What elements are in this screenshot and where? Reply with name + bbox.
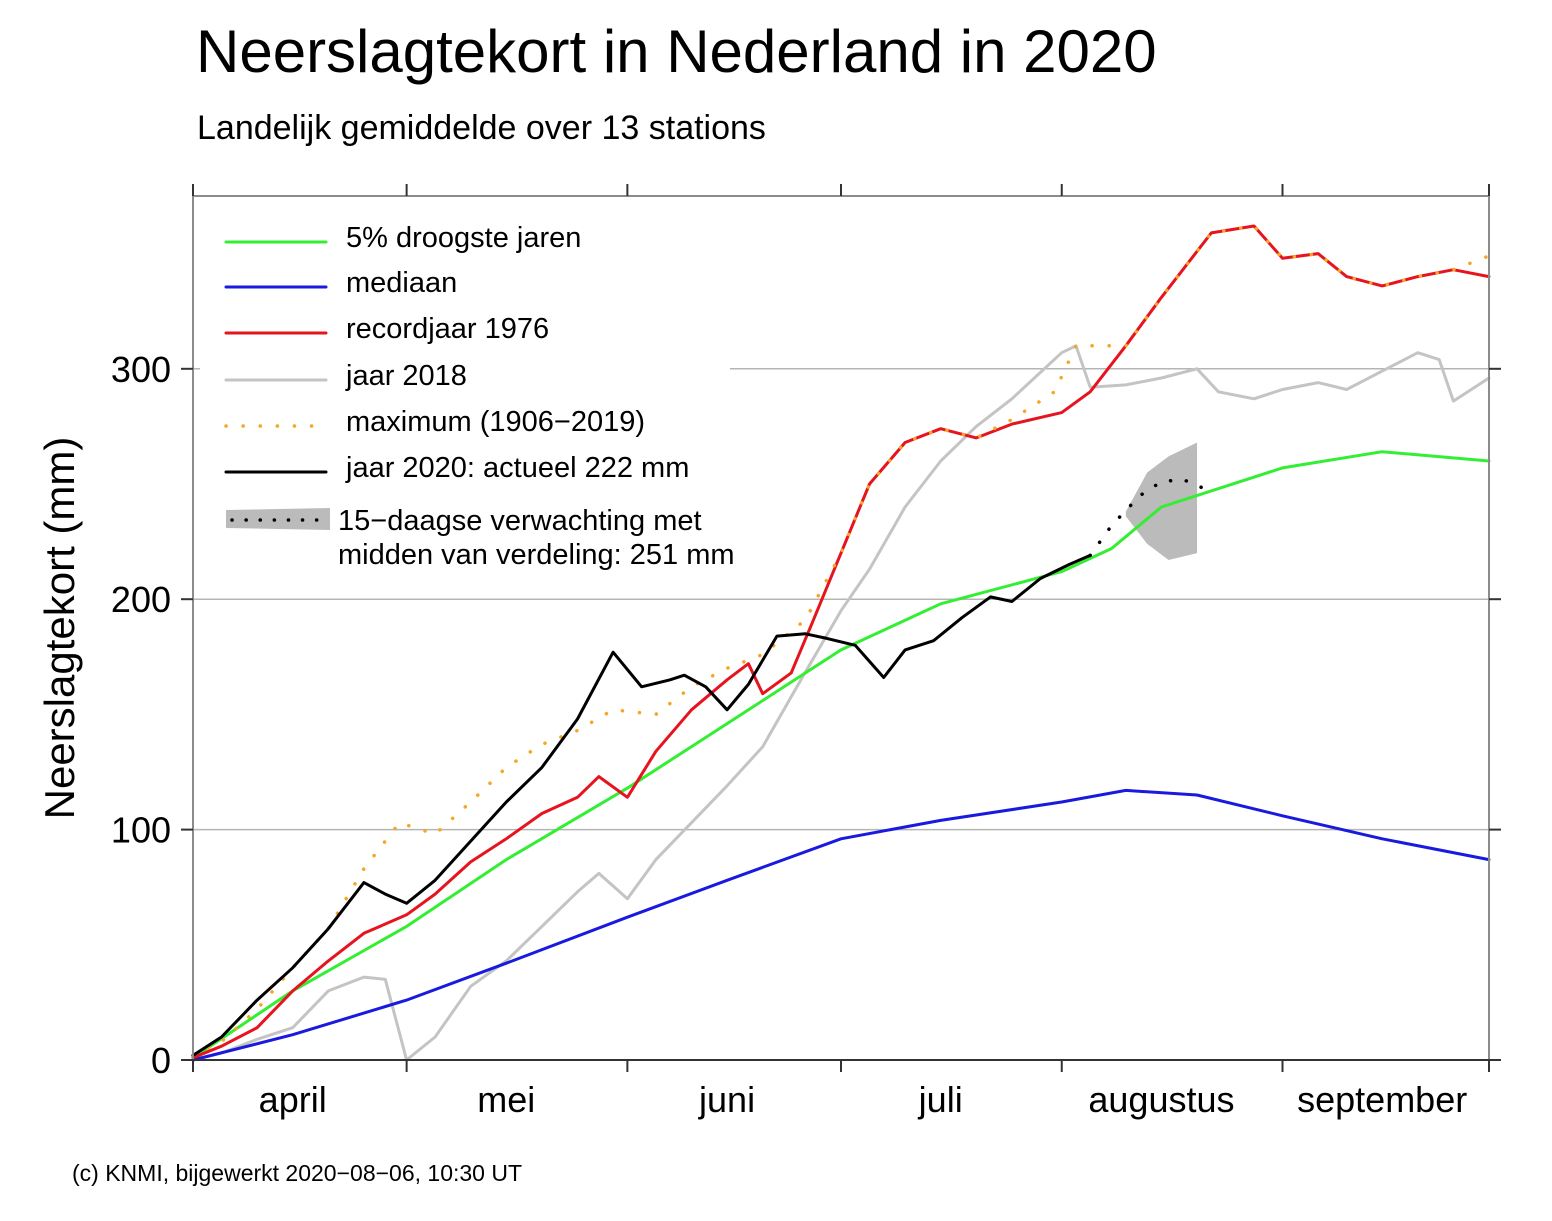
x-tick-label: juni: [698, 1079, 755, 1120]
legend-label-mediaan: mediaan: [346, 267, 457, 299]
legend-label-forecast: 15−daagse verwachting met: [338, 505, 702, 537]
x-tick-label: september: [1297, 1079, 1467, 1120]
legend-label-jaar2018: jaar 2018: [345, 360, 467, 392]
legend: 5% droogste jaren mediaan recordjaar 1976 j…: [200, 205, 735, 585]
series-lines: [191, 224, 1491, 1062]
series-line-mediaan: [191, 788, 1491, 1062]
series-line-droogste: [191, 450, 1491, 1060]
legend-label-record: recordjaar 1976: [346, 313, 549, 345]
y-tick-label: 0: [151, 1040, 171, 1081]
legend-label-maximum: maximum (1906−2019): [346, 406, 645, 438]
legend-label-droogste: 5% droogste jaren: [346, 222, 581, 254]
series-line-jaar2020: [191, 553, 1092, 1057]
footer-credit: (c) KNMI, bijgewerkt 2020−08−06, 10:30 U…: [72, 1160, 523, 1186]
legend-label-jaar2020: jaar 2020: actueel 222 mm: [345, 452, 689, 484]
legend-label-forecast-line2: midden van verdeling: 251 mm: [338, 539, 735, 571]
y-tick-label: 300: [111, 349, 171, 390]
y-axis-label: Neerslagtekort (mm): [36, 437, 83, 820]
x-tick-label: mei: [477, 1079, 535, 1120]
axes: april mei juni juli augustus september 0 100 200…: [111, 184, 1501, 1120]
y-tick-label: 100: [111, 810, 171, 851]
forecast-band: [1125, 442, 1198, 561]
x-tick-label: augustus: [1088, 1079, 1234, 1120]
series-line-forecast-mid: [1088, 477, 1206, 558]
x-tick-label: april: [259, 1079, 327, 1120]
forecast-band-area: [1125, 442, 1198, 561]
chart-subtitle: Landelijk gemiddelde over 13 stations: [197, 109, 766, 147]
chart-title: Neerslagtekort in Nederland in 2020: [196, 18, 1157, 85]
series-line-jaar2018: [191, 344, 1491, 1062]
x-tick-label: juli: [918, 1079, 963, 1120]
legend-swatch-forecast: [226, 508, 330, 530]
y-tick-label: 200: [111, 579, 171, 620]
